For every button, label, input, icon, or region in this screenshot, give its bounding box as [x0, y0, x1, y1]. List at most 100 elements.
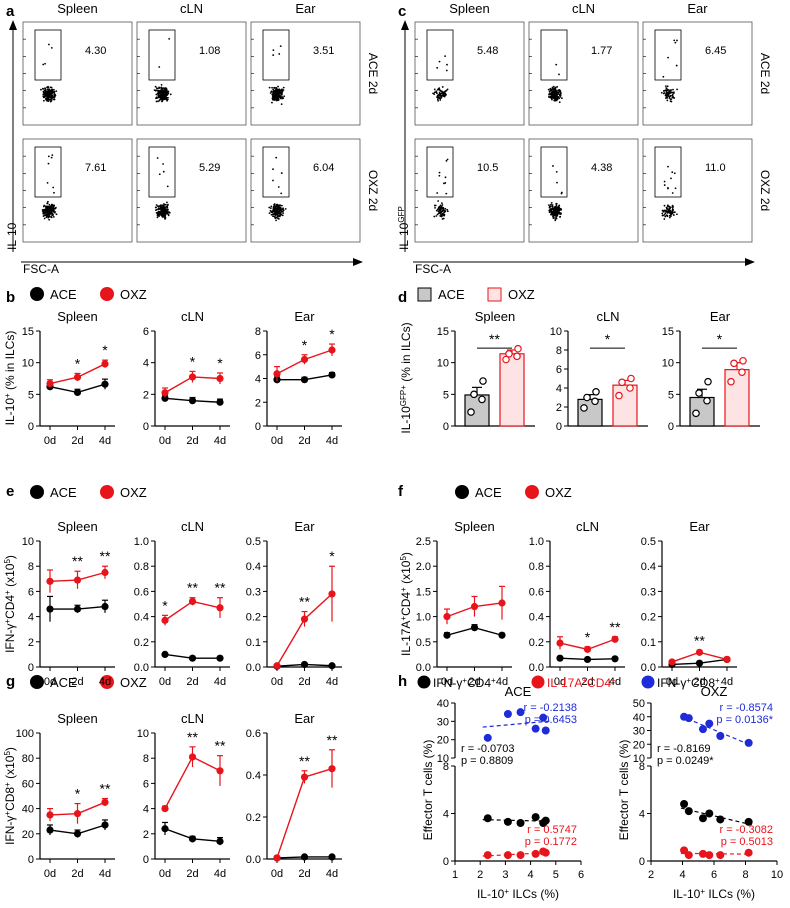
flow-event-gated [662, 75, 665, 78]
chart-e-ytick-label: 1.0 [134, 536, 149, 548]
chart-g-ytick-label: 80 [22, 753, 34, 765]
flow-event [444, 207, 447, 210]
chart-h-point [516, 708, 525, 717]
flow-event [43, 212, 46, 215]
chart-e-significance: ** [215, 580, 226, 596]
chart-g-point-ACE [161, 825, 169, 833]
chart-h-ytick-label: 50 [633, 698, 645, 710]
flow-event-gated [674, 41, 677, 44]
chart-e-point-ACE [300, 660, 309, 669]
flow-event [157, 213, 160, 216]
chart-e-ytick-label: 0.0 [134, 662, 149, 674]
chart-e-ytick-label: 0.5 [246, 536, 261, 548]
flow-event [663, 89, 666, 92]
chart-e-ytick-label: 0.4 [246, 561, 261, 573]
chart-h-point [698, 814, 707, 823]
chart-g-significance: * [75, 786, 81, 802]
flow-event-gated [560, 191, 563, 194]
flow-event [559, 95, 562, 98]
chart-e-point-OXZ [328, 590, 336, 598]
chart-e-ytick-label: 0.8 [134, 561, 149, 573]
flow-event [53, 92, 56, 94]
flow-event [556, 213, 559, 216]
flow-event [554, 205, 557, 208]
chart-b-significance: * [302, 337, 308, 353]
chart-d-ytick-label: 0 [668, 421, 674, 433]
chart-f-title-cLN: cLN [576, 519, 599, 534]
flow-event [437, 99, 439, 102]
flow-event [46, 215, 49, 218]
chart-e-xtick-label: 2d [298, 676, 310, 688]
legend-d-ace-swatch [417, 287, 432, 302]
flow-event [41, 209, 44, 211]
flow-event [155, 212, 158, 214]
chart-f-xtick-label: 4d [609, 676, 621, 688]
flow-event [435, 215, 438, 217]
flow-event [278, 90, 281, 93]
chart-e-xtick-label: 2d [186, 676, 198, 688]
chart-h-p-value: p = 0.0136* [716, 714, 773, 726]
chart-g-point-OXZ [273, 854, 281, 862]
flow-event [160, 83, 163, 86]
flow-event [44, 209, 46, 212]
flow-event [163, 215, 166, 217]
flow-a-x-label: FSC-A [23, 262, 59, 276]
chart-h-p-value: p = 0.8809 [461, 755, 513, 767]
flow-event-gated [275, 156, 278, 159]
flow-event [446, 208, 449, 211]
chart-f-ylabel: IL-17A+CD4+ (x105) [399, 552, 414, 656]
chart-f-point-OXZ [443, 613, 451, 621]
flow-event-gated [676, 39, 678, 42]
flow-event [556, 95, 559, 98]
chart-d-point [583, 393, 591, 402]
chart-g-point-ACE [101, 821, 109, 829]
flow-c-y-label: IL-10GFP [397, 206, 412, 250]
flow-event [50, 93, 52, 96]
flow-event-gated [272, 54, 275, 56]
flow-a-tissue-Spleen: Spleen [57, 1, 97, 16]
flow-event [281, 210, 283, 213]
flow-c-plot-frame [642, 138, 753, 243]
chart-f-ytick-label: 0.4 [529, 612, 544, 624]
chart-h-xtick-label: 8 [742, 869, 748, 881]
flow-event [673, 211, 675, 214]
flow-event-gated [162, 163, 164, 165]
flow-event [159, 205, 162, 208]
chart-b-ytick-label: 0 [143, 421, 149, 433]
flow-event [663, 209, 666, 212]
chart-g-significance: ** [215, 738, 226, 754]
chart-b-point-ACE [188, 397, 197, 405]
flow-event [556, 209, 559, 212]
flow-event-gated [168, 37, 171, 40]
flow-event [665, 87, 668, 89]
chart-h-point [503, 710, 512, 718]
flow-event-gated [46, 182, 49, 184]
flow-event [161, 204, 163, 207]
flow-event [271, 86, 273, 89]
flow-event [666, 99, 669, 102]
flow-event [282, 86, 285, 89]
chart-b-ytick-label: 6 [255, 350, 261, 362]
flow-event [670, 94, 672, 97]
flow-a-plot-frame [250, 21, 361, 126]
flow-event [552, 88, 555, 91]
flow-event [666, 85, 669, 88]
chart-h-point [541, 816, 550, 825]
chart-h-p-value: p = 0.6453 [525, 714, 577, 726]
flow-event [163, 209, 166, 212]
flow-event [44, 211, 47, 214]
flow-event [279, 213, 282, 216]
chart-d-point [704, 377, 712, 386]
flow-event [47, 100, 50, 103]
flow-event [273, 203, 275, 206]
flow-event [271, 101, 273, 104]
flow-event [161, 96, 164, 99]
flow-event [557, 206, 560, 209]
flow-event [555, 204, 558, 207]
flow-event-gated [272, 179, 274, 182]
flow-event-gated [438, 60, 441, 63]
chart-f-point-ACE [443, 631, 451, 639]
flow-event [550, 201, 553, 204]
flow-event-gated [558, 73, 560, 76]
flow-c-plot-frame [642, 21, 753, 126]
